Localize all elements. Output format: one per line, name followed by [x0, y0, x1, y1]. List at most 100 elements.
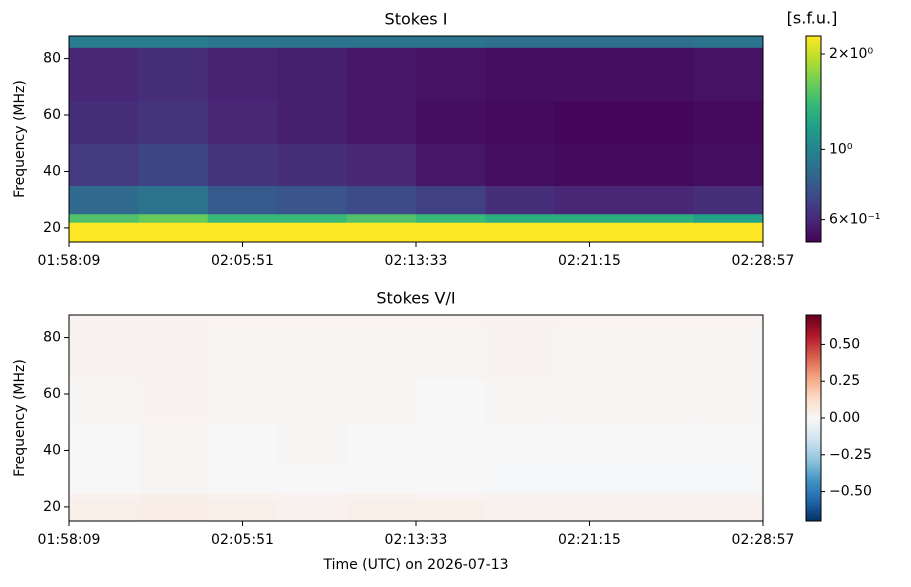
heatmap-cell	[207, 47, 278, 102]
heatmap-cell	[138, 100, 209, 144]
y-tick-label: 20	[43, 220, 61, 236]
heatmap-cell	[277, 47, 348, 102]
colorbar-swatch	[806, 235, 821, 239]
colorbar-swatch	[806, 323, 821, 326]
colorbar-swatch	[806, 448, 821, 452]
heatmap-cell	[416, 379, 486, 423]
heatmap-cell	[554, 213, 625, 223]
heatmap-cell	[138, 315, 209, 327]
heatmap-cell	[693, 501, 764, 522]
colorbar-swatch	[806, 95, 821, 99]
colorbar-swatch	[806, 217, 821, 220]
colorbar-swatch	[806, 411, 821, 415]
colorbar-swatch	[806, 171, 821, 175]
heatmap-cell	[416, 315, 486, 327]
colorbar-swatch	[806, 343, 821, 347]
heatmap-cell	[554, 492, 625, 502]
heatmap-cell	[693, 464, 764, 494]
colorbar-swatch	[806, 68, 821, 72]
heatmap-cell	[277, 464, 348, 494]
colorbar-swatch	[806, 204, 821, 208]
colorbar-swatch	[806, 508, 821, 512]
heatmap-cell	[624, 501, 695, 522]
heatmap-cell	[554, 315, 625, 327]
colorbar-swatch	[806, 420, 821, 423]
colorbar-swatch	[806, 450, 821, 454]
heatmap-cell	[346, 47, 417, 102]
heatmap-cell	[416, 464, 486, 494]
heatmap-cell	[693, 185, 764, 215]
colorbar-swatch	[806, 163, 821, 167]
colorbar-swatch	[806, 387, 821, 390]
heatmap-cell	[346, 315, 417, 327]
colorbar-swatch	[806, 149, 821, 152]
heatmap-cell	[624, 422, 695, 466]
colorbar-swatch	[806, 325, 821, 328]
colorbar-swatch	[806, 44, 821, 47]
heatmap-cell	[69, 213, 139, 223]
colorbar-swatch	[806, 401, 821, 405]
heatmap-cell	[207, 315, 278, 327]
heatmap-cell	[69, 47, 139, 102]
heatmap-cell	[624, 315, 695, 327]
colorbar-swatch	[806, 153, 821, 156]
heatmap-cell	[624, 185, 695, 215]
colorbar-swatch	[806, 514, 821, 518]
heatmap-cell	[346, 36, 417, 48]
heatmap-cell	[554, 422, 625, 466]
heatmap-cell	[485, 213, 556, 223]
colorbar-swatch	[806, 221, 821, 224]
colorbar-swatch	[806, 75, 821, 78]
colorbar-tick-label: −0.25	[829, 447, 872, 463]
colorbar-swatch	[806, 438, 821, 442]
colorbar-swatch	[806, 395, 821, 398]
colorbar-swatch	[806, 467, 821, 470]
heatmap-cell	[346, 464, 417, 494]
heatmap-cell	[346, 143, 417, 187]
heatmap-cell	[69, 492, 139, 502]
colorbar-swatch	[806, 40, 821, 43]
colorbar-swatch	[806, 52, 821, 56]
heatmap-cell	[346, 501, 417, 522]
colorbar-swatch	[806, 502, 821, 506]
heatmap-cell	[138, 143, 209, 187]
heatmap-cell	[693, 222, 764, 243]
colorbar-swatch	[806, 358, 821, 361]
colorbar-swatch	[806, 85, 821, 88]
x-tick-label: 02:05:51	[211, 532, 274, 548]
colorbar-swatch	[806, 124, 821, 128]
heatmap-cell	[416, 100, 486, 144]
colorbar-swatch	[806, 215, 821, 218]
heatmap-cell	[693, 36, 764, 48]
colorbar-swatch	[806, 36, 821, 39]
colorbar-swatch	[806, 376, 821, 380]
colorbar-swatch	[806, 483, 821, 487]
colorbar-swatch	[806, 62, 821, 66]
heatmap-cell	[207, 185, 278, 215]
colorbar-swatch	[806, 87, 821, 91]
heatmap-cell	[346, 326, 417, 381]
colorbar-swatch	[806, 118, 821, 121]
colorbar-swatch	[806, 211, 821, 214]
x-tick-label: 02:05:51	[211, 253, 274, 269]
heatmap-cell	[554, 326, 625, 381]
heatmap-cell	[207, 501, 278, 522]
colorbar-swatch	[806, 81, 821, 84]
heatmap-cell	[277, 100, 348, 144]
colorbar-swatch	[806, 136, 821, 140]
colorbar-swatch	[806, 345, 821, 349]
heatmap-cell	[624, 222, 695, 243]
heatmap-cell	[277, 326, 348, 381]
heatmap-cell	[485, 47, 556, 102]
colorbar-swatch	[806, 176, 821, 179]
colorbar-swatch	[806, 188, 821, 191]
heatmap-cell	[138, 501, 209, 522]
colorbar-swatch	[806, 169, 821, 173]
colorbar-frame	[805, 35, 822, 243]
heatmap-cell	[554, 379, 625, 423]
heatmap-cell	[693, 422, 764, 466]
heatmap-cell	[485, 185, 556, 215]
colorbar-swatch	[806, 38, 821, 41]
colorbar-swatch	[806, 151, 821, 154]
heatmap-cell	[69, 185, 139, 215]
